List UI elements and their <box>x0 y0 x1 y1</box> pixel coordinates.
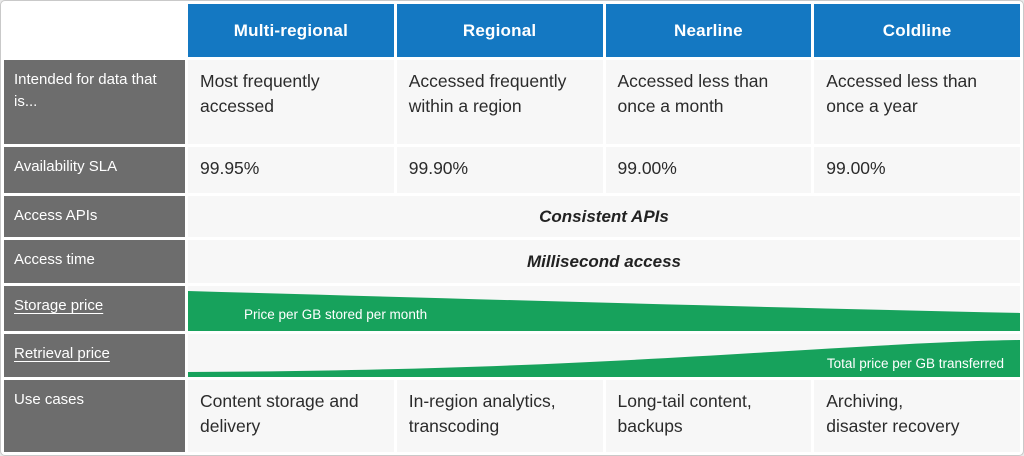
storage-price-wedge: Price per GB stored per month <box>188 286 1020 331</box>
retrieval-price-wedge: Total price per GB transferred <box>188 334 1020 377</box>
cell-millisecond-access: Millisecond access <box>188 240 1020 283</box>
column-header-coldline: Coldline <box>814 4 1020 57</box>
row-label-access-time: Access time <box>4 240 185 283</box>
cell-sla-nearline: 99.00% <box>605 147 812 193</box>
cell-use-cases-nearline: Long-tail content, backups <box>605 380 812 452</box>
cell-consistent-apis: Consistent APIs <box>188 196 1020 237</box>
cell-use-cases-regional: In-region analytics, transcoding <box>396 380 603 452</box>
column-header-nearline: Nearline <box>605 4 812 57</box>
cell-use-cases-coldline: Archiving, disaster recovery <box>814 380 1020 452</box>
row-label-availability-sla: Availability SLA <box>4 147 185 193</box>
column-header-multi-regional: Multi-regional <box>188 4 394 57</box>
cell-sla-multi-regional: 99.95% <box>188 147 394 193</box>
row-label-intended-for: Intended for data that is... <box>4 60 185 144</box>
cell-intended-regional: Accessed frequently within a region <box>396 60 603 144</box>
retrieval-price-wedge-shape <box>188 340 1020 377</box>
comparison-grid: Multi-regional Regional Nearline Coldlin… <box>4 4 1020 452</box>
row-label-use-cases: Use cases <box>4 380 185 452</box>
corner-cell <box>4 4 185 57</box>
storage-price-wedge-shape <box>188 291 1020 331</box>
row-label-retrieval-price[interactable]: Retrieval price <box>4 334 185 377</box>
retrieval-price-wedge-label: Total price per GB transferred <box>826 356 1004 371</box>
cell-intended-coldline: Accessed less than once a year <box>814 60 1020 144</box>
storage-price-wedge-label: Price per GB stored per month <box>244 307 428 322</box>
cell-sla-coldline: 99.00% <box>814 147 1020 193</box>
cell-intended-multi-regional: Most frequently accessed <box>188 60 394 144</box>
cell-sla-regional: 99.90% <box>396 147 603 193</box>
cell-use-cases-multi-regional: Content storage and delivery <box>188 380 394 452</box>
row-label-access-apis: Access APIs <box>4 196 185 237</box>
cell-intended-nearline: Accessed less than once a month <box>605 60 812 144</box>
row-label-storage-price[interactable]: Storage price <box>4 286 185 331</box>
column-header-regional: Regional <box>396 4 603 57</box>
